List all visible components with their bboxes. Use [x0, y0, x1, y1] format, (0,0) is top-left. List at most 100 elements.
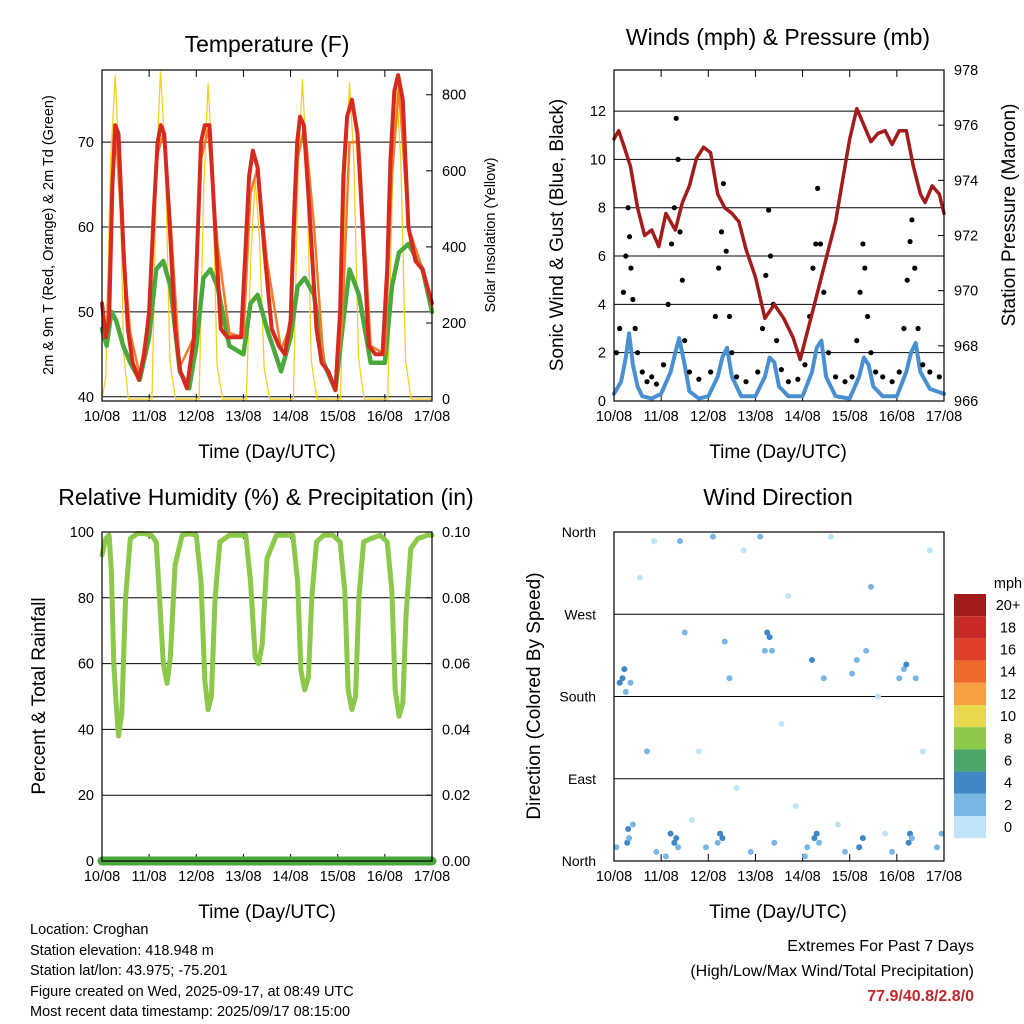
y2-tick-label: 800: [442, 88, 466, 104]
x-tick-label: 15/08: [320, 409, 356, 425]
direction-point: [771, 839, 778, 846]
extremes-values: 77.9/40.8/2.8/0: [867, 988, 974, 1005]
y-tick-label: 50: [78, 305, 94, 321]
gust-point: [860, 241, 866, 247]
direction-point: [695, 748, 702, 755]
gust-point: [880, 374, 886, 380]
winds-panel-title: Winds (mph) & Pressure (mb): [626, 24, 930, 50]
temperature-right-axis-label: Solar Insolation (Yellow): [483, 157, 499, 312]
x-tick-label: 17/08: [414, 409, 450, 425]
gust-point: [673, 115, 679, 121]
colorbar-unit: mph: [994, 576, 1022, 592]
gust-point: [632, 325, 638, 332]
y2-tick-label: 0.06: [442, 657, 470, 673]
direction-point: [778, 720, 785, 727]
direction-point: [863, 647, 870, 654]
x-tick-label: 15/08: [832, 869, 868, 885]
x-tick-label: 13/08: [737, 869, 773, 885]
y2-tick-label: 966: [954, 394, 978, 410]
gust-point: [849, 374, 855, 380]
colorbar-swatch: [954, 705, 986, 728]
humidity-plot: 0 20 40 60 80 100 0.00 0.02 0.04 0.06 0.08 0.10 10/0…: [70, 525, 470, 885]
plot-frame: [613, 531, 945, 862]
gust-point: [649, 374, 655, 380]
direction-point: [764, 629, 771, 636]
x-tick-label: 17/08: [926, 409, 962, 425]
gust-point: [817, 241, 824, 247]
gust-point: [696, 376, 702, 382]
y2-tick-label: 972: [954, 229, 978, 245]
winds-x-axis-label: Time (Day/UTC): [709, 442, 847, 463]
gust-point: [920, 362, 926, 368]
x-tick-label: 17/08: [926, 869, 962, 885]
gust-point: [660, 362, 667, 368]
gust-point: [832, 374, 839, 380]
direction-point: [820, 675, 827, 682]
x-tick-label: 13/08: [225, 869, 261, 885]
y2-tick-label: 978: [954, 63, 978, 79]
gust-point: [623, 253, 629, 259]
x-tick-label: 10/08: [596, 869, 632, 885]
gust-point: [634, 350, 641, 356]
x-tick-label: 16/08: [879, 409, 915, 425]
y-tick-label: 10: [590, 152, 606, 168]
latlon-text: Station lat/lon: 43.975; -75.201: [30, 963, 228, 979]
humidity-line: [99, 531, 435, 739]
direction-point: [801, 853, 808, 860]
colorbar-swatch: [954, 660, 986, 683]
colorbar-swatch: [954, 638, 986, 661]
y-tick-label: 70: [78, 135, 94, 151]
direction-point: [905, 839, 912, 846]
direction-point: [761, 647, 768, 654]
direction-point: [811, 835, 818, 842]
direction-point: [900, 666, 907, 673]
gust-point: [927, 369, 933, 375]
y-tick-label: 0: [86, 854, 94, 870]
direction-point: [629, 821, 636, 828]
winds-left-axis-label: Sonic Wind & Gust (Blue, Black): [547, 99, 568, 371]
direction-point: [919, 748, 926, 755]
y2-tick-label: 968: [954, 339, 978, 355]
direction-left-axis-label: Direction (Colored By Speed): [524, 572, 545, 819]
colorbar-label: 10: [1000, 709, 1016, 725]
direction-point: [827, 533, 834, 540]
created-text: Figure created on Wed, 2025-09-17, at 08…: [30, 983, 354, 1000]
x-tick-label: 10/08: [84, 409, 120, 425]
gust-point: [815, 185, 821, 191]
colorbar-swatch: [954, 682, 986, 705]
station-info: Location: Croghan Station elevation: 418…: [30, 920, 354, 1023]
y2-tick-label: 974: [954, 173, 978, 189]
gust-point: [665, 301, 671, 307]
direction-point: [809, 656, 815, 663]
direction-point: [903, 661, 910, 668]
gust-point: [821, 289, 827, 295]
colorbar-swatch: [954, 749, 986, 772]
direction-point: [867, 583, 874, 590]
y-tick-label: West: [564, 606, 596, 622]
direction-point: [733, 784, 740, 791]
direction-point: [853, 656, 860, 663]
gust-point: [907, 238, 913, 245]
direction-point: [681, 629, 688, 636]
gust-point: [677, 229, 683, 235]
colorbar-label: 12: [1000, 687, 1016, 703]
direction-point: [757, 533, 764, 540]
gust-point: [626, 234, 633, 240]
extremes-subtitle: (High/Low/Max Wind/Total Precipitation): [690, 963, 974, 980]
gust-point: [617, 325, 623, 332]
gust-point: [653, 381, 660, 387]
plot-frame: [613, 69, 945, 402]
direction-point: [662, 853, 669, 860]
x-tick-label: 13/08: [225, 409, 261, 425]
y2-tick-label: 0: [442, 392, 450, 408]
direction-point: [926, 547, 933, 554]
direction-point: [616, 679, 623, 686]
x-tick-label: 17/08: [414, 869, 450, 885]
x-tick-label: 13/08: [737, 409, 773, 425]
gust-point: [679, 277, 685, 283]
y2-tick-label: 200: [442, 316, 466, 332]
direction-point: [710, 533, 716, 540]
colorbar-swatch: [954, 727, 986, 750]
